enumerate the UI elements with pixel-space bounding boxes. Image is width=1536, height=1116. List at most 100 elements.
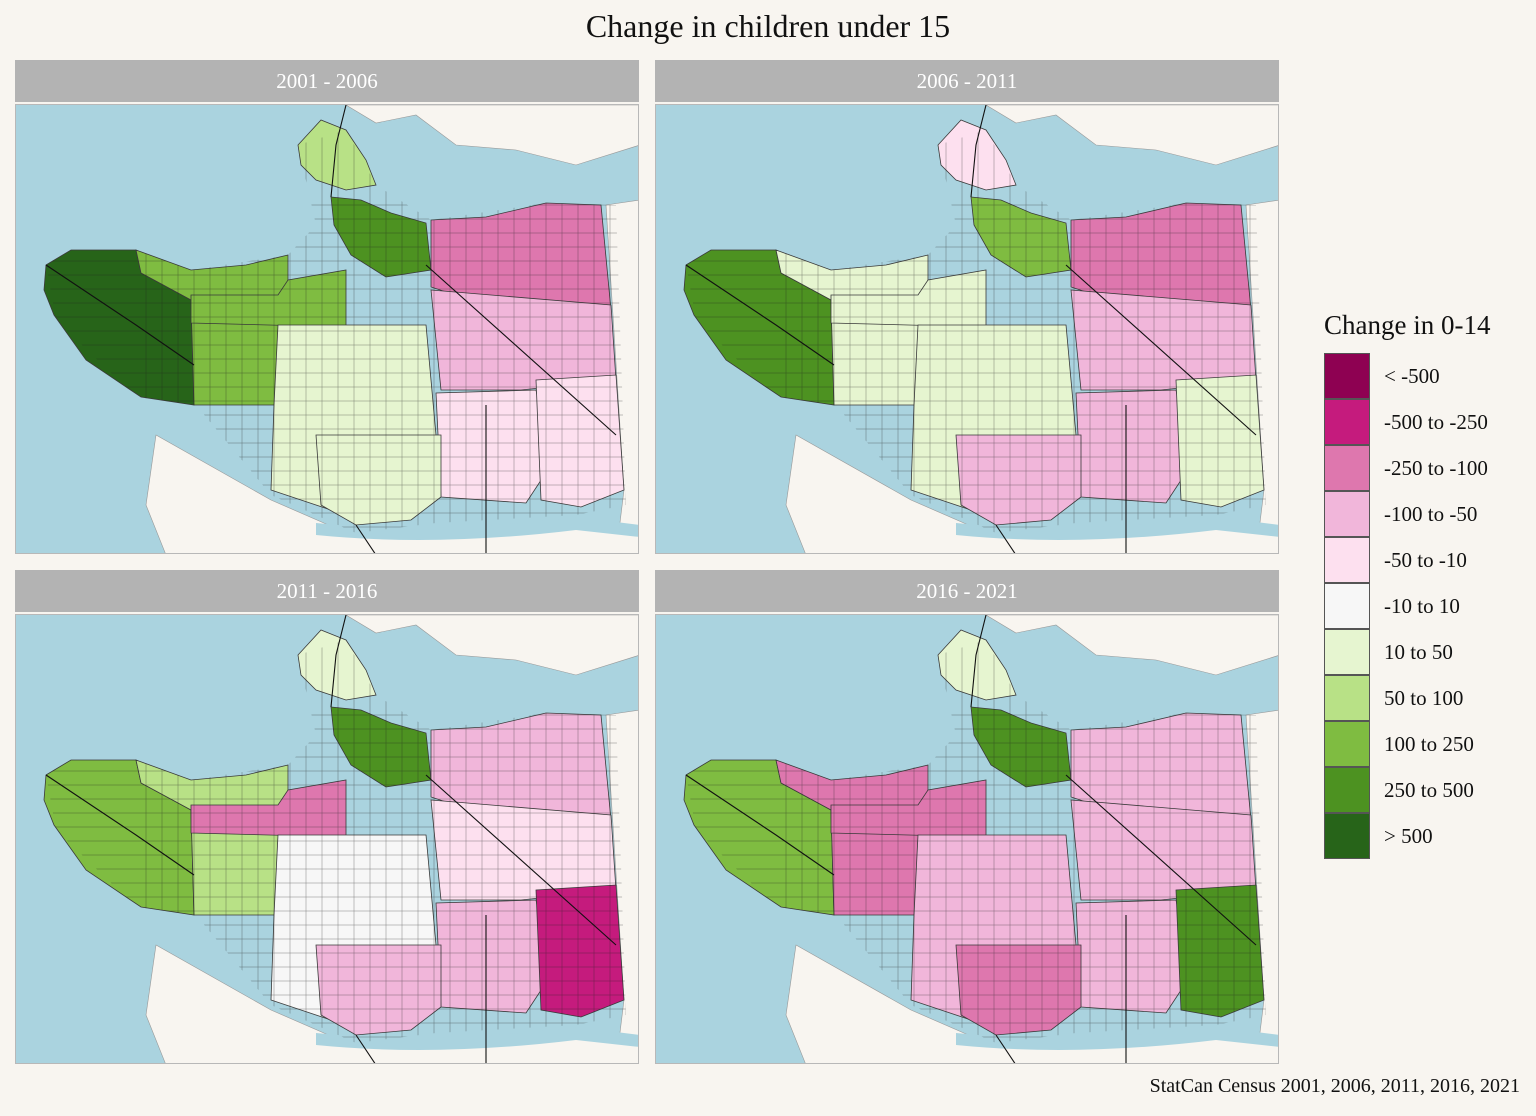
road bbox=[425, 774, 617, 946]
region-east-north bbox=[430, 202, 612, 311]
region-kits bbox=[830, 779, 987, 838]
fraser-river bbox=[316, 517, 638, 540]
major-roads bbox=[685, 105, 1257, 553]
legend-label: < -500 bbox=[1384, 363, 1440, 388]
map-svg bbox=[656, 105, 1278, 553]
major-roads bbox=[685, 615, 1257, 1063]
legend-label: -250 to -100 bbox=[1384, 455, 1488, 480]
legend-label: 100 to 250 bbox=[1384, 731, 1474, 756]
map-svg bbox=[656, 615, 1278, 1063]
legend-label: -10 to 10 bbox=[1384, 593, 1460, 618]
road bbox=[355, 524, 376, 553]
north-shore-land bbox=[345, 615, 638, 676]
region-east-north bbox=[430, 712, 612, 821]
legend-swatch bbox=[1324, 813, 1370, 859]
road bbox=[685, 774, 835, 876]
legend-swatch bbox=[1324, 445, 1370, 491]
legend-swatch bbox=[1324, 583, 1370, 629]
major-roads bbox=[45, 615, 617, 1063]
road bbox=[1065, 264, 1257, 436]
road bbox=[355, 1034, 376, 1063]
road bbox=[330, 615, 347, 708]
facet-panel-4: 2016 - 2021 bbox=[655, 570, 1279, 1064]
road bbox=[1065, 774, 1257, 946]
legend-item: -100 to -50 bbox=[1324, 491, 1490, 537]
road bbox=[45, 264, 195, 366]
region-southeast bbox=[1175, 884, 1265, 1018]
fraser-river bbox=[956, 517, 1278, 540]
legend-label: -50 to -10 bbox=[1384, 547, 1467, 572]
legend-swatch bbox=[1324, 767, 1370, 813]
legend-title: Change in 0-14 bbox=[1324, 310, 1491, 340]
legend-swatch bbox=[1324, 675, 1370, 721]
region-kits bbox=[190, 779, 347, 838]
legend-label: 10 to 50 bbox=[1384, 639, 1453, 664]
legend-swatch bbox=[1324, 491, 1370, 537]
legend-swatch bbox=[1324, 629, 1370, 675]
region-southeast bbox=[535, 374, 625, 508]
legend-swatch bbox=[1324, 721, 1370, 767]
facet-label: 2001 - 2006 bbox=[15, 60, 639, 102]
fraser-river bbox=[956, 1027, 1278, 1050]
north-shore-land bbox=[985, 105, 1278, 166]
road bbox=[970, 105, 987, 198]
road bbox=[685, 264, 835, 366]
region-east bbox=[430, 799, 617, 901]
road bbox=[995, 1034, 1016, 1063]
choropleth-map[interactable] bbox=[655, 614, 1279, 1064]
legend-item: 100 to 250 bbox=[1324, 721, 1490, 767]
legend-label: > 500 bbox=[1384, 823, 1433, 848]
region-southeast bbox=[535, 884, 625, 1018]
source-caption: StatCan Census 2001, 2006, 2011, 2016, 2… bbox=[1149, 1075, 1520, 1097]
facet-panel-2: 2006 - 2011 bbox=[655, 60, 1279, 554]
region-south bbox=[955, 434, 1082, 526]
region-east-north bbox=[1070, 202, 1252, 311]
north-shore-land bbox=[345, 105, 638, 166]
regions bbox=[683, 629, 1265, 1036]
road bbox=[995, 524, 1016, 553]
choropleth-map[interactable] bbox=[15, 614, 639, 1064]
region-east-north bbox=[1070, 712, 1252, 821]
legend-item: -50 to -10 bbox=[1324, 537, 1490, 583]
region-east bbox=[1070, 799, 1257, 901]
chart-title: Change in children under 15 bbox=[585, 8, 951, 44]
region-east-south bbox=[435, 899, 552, 1014]
facet-label: 2006 - 2011 bbox=[655, 60, 1279, 102]
region-east bbox=[430, 289, 617, 391]
facet-panel-3: 2011 - 2016 bbox=[15, 570, 639, 1064]
region-south bbox=[315, 944, 442, 1036]
legend-item: 250 to 500 bbox=[1324, 767, 1490, 813]
facet-label: 2016 - 2021 bbox=[655, 570, 1279, 612]
road bbox=[425, 264, 617, 436]
map-svg bbox=[16, 105, 638, 553]
road bbox=[970, 615, 987, 708]
region-south bbox=[955, 944, 1082, 1036]
region-east bbox=[1070, 289, 1257, 391]
legend-swatch bbox=[1324, 399, 1370, 445]
choropleth-map[interactable] bbox=[15, 104, 639, 554]
legend-item: -500 to -250 bbox=[1324, 399, 1490, 445]
facet-panel-1: 2001 - 2006 bbox=[15, 60, 639, 554]
legend-label: -100 to -50 bbox=[1384, 501, 1478, 526]
region-south bbox=[315, 434, 442, 526]
region-east-south bbox=[435, 389, 552, 504]
legend-item: < -500 bbox=[1324, 353, 1490, 399]
legend-label: 250 to 500 bbox=[1384, 777, 1474, 802]
region-east-south bbox=[1075, 899, 1192, 1014]
legend-swatch bbox=[1324, 353, 1370, 399]
legend-label: -500 to -250 bbox=[1384, 409, 1488, 434]
legend: Change in 0-14 < -500 -500 to -250 -250 … bbox=[1324, 310, 1490, 859]
region-kits bbox=[830, 269, 987, 328]
legend-item: 50 to 100 bbox=[1324, 675, 1490, 721]
choropleth-map[interactable] bbox=[655, 104, 1279, 554]
legend-item: -10 to 10 bbox=[1324, 583, 1490, 629]
fraser-river bbox=[316, 1027, 638, 1050]
map-svg bbox=[16, 615, 638, 1063]
road bbox=[330, 105, 347, 198]
region-east-south bbox=[1075, 389, 1192, 504]
regions bbox=[43, 629, 625, 1036]
legend-swatch bbox=[1324, 537, 1370, 583]
legend-item: 10 to 50 bbox=[1324, 629, 1490, 675]
legend-item: -250 to -100 bbox=[1324, 445, 1490, 491]
region-southeast bbox=[1175, 374, 1265, 508]
